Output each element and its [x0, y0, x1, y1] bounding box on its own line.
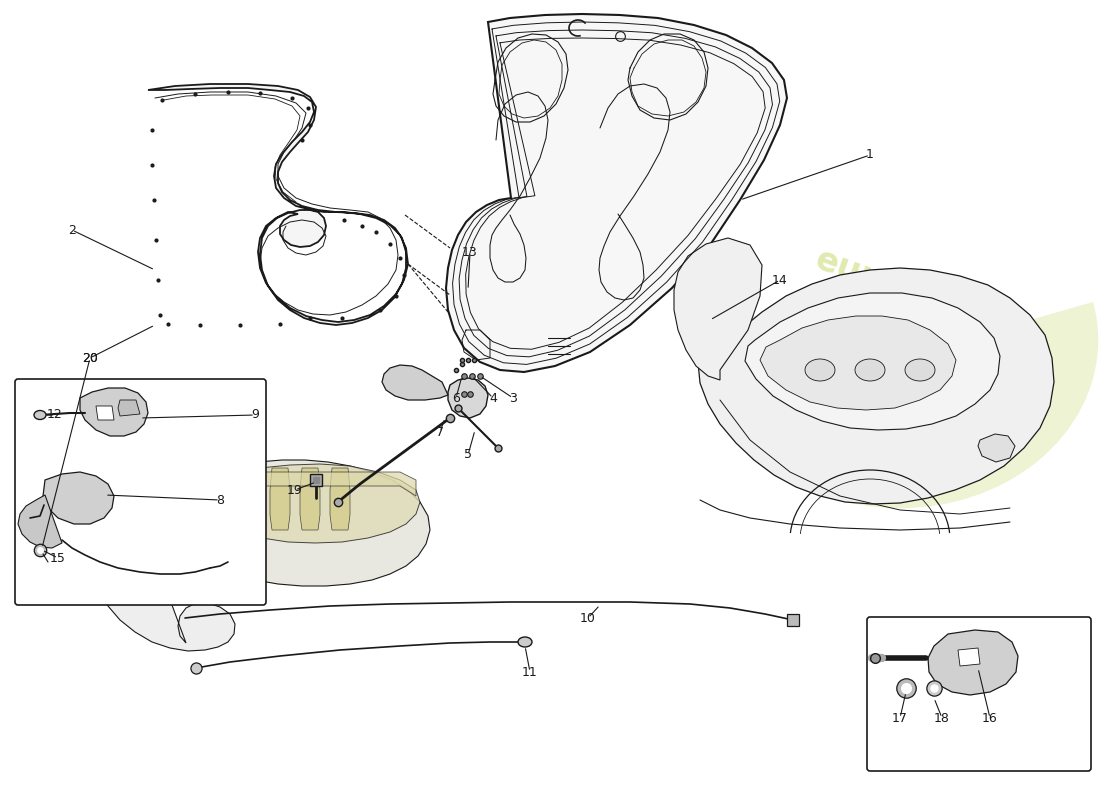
- Polygon shape: [80, 388, 148, 436]
- Text: 2: 2: [68, 223, 76, 237]
- Text: 15: 15: [51, 551, 66, 565]
- Text: eurocarparts: eurocarparts: [811, 243, 1049, 357]
- Text: since 1985: since 1985: [894, 323, 1045, 397]
- Ellipse shape: [905, 359, 935, 381]
- Text: 9: 9: [251, 409, 258, 422]
- Polygon shape: [448, 378, 488, 418]
- Text: 10: 10: [580, 611, 596, 625]
- Text: 20: 20: [82, 351, 98, 365]
- Polygon shape: [270, 468, 290, 530]
- Text: 14: 14: [772, 274, 788, 286]
- Text: 19: 19: [287, 483, 303, 497]
- Text: 8: 8: [216, 494, 224, 506]
- Ellipse shape: [855, 359, 886, 381]
- Text: 20: 20: [82, 351, 98, 365]
- FancyBboxPatch shape: [867, 617, 1091, 771]
- Polygon shape: [198, 472, 416, 496]
- Polygon shape: [148, 84, 408, 325]
- Text: 5: 5: [464, 449, 472, 462]
- Polygon shape: [928, 630, 1018, 695]
- Polygon shape: [240, 468, 260, 530]
- Polygon shape: [210, 468, 230, 530]
- Polygon shape: [446, 14, 786, 372]
- Ellipse shape: [805, 359, 835, 381]
- Text: 4: 4: [490, 391, 497, 405]
- Polygon shape: [198, 464, 420, 543]
- Polygon shape: [958, 648, 980, 666]
- Polygon shape: [978, 434, 1015, 462]
- Text: 13: 13: [462, 246, 477, 259]
- Polygon shape: [179, 460, 430, 586]
- Text: 7: 7: [436, 426, 444, 438]
- Text: 18: 18: [934, 711, 950, 725]
- Polygon shape: [382, 365, 448, 400]
- Polygon shape: [674, 238, 762, 380]
- Text: 1: 1: [866, 149, 873, 162]
- Text: 3: 3: [509, 391, 517, 405]
- Polygon shape: [118, 400, 140, 416]
- Text: 16: 16: [982, 711, 998, 725]
- Text: 6: 6: [452, 391, 460, 405]
- Polygon shape: [18, 495, 62, 548]
- Ellipse shape: [518, 637, 532, 647]
- Ellipse shape: [34, 410, 46, 419]
- Polygon shape: [90, 479, 235, 651]
- Polygon shape: [43, 472, 114, 524]
- Polygon shape: [300, 468, 320, 530]
- Polygon shape: [745, 293, 1000, 430]
- Text: 17: 17: [892, 711, 907, 725]
- Polygon shape: [330, 468, 350, 530]
- Polygon shape: [96, 406, 114, 420]
- Text: 12: 12: [47, 409, 63, 422]
- Polygon shape: [698, 268, 1054, 504]
- Polygon shape: [760, 316, 956, 410]
- Text: 11: 11: [522, 666, 538, 678]
- FancyBboxPatch shape: [15, 379, 266, 605]
